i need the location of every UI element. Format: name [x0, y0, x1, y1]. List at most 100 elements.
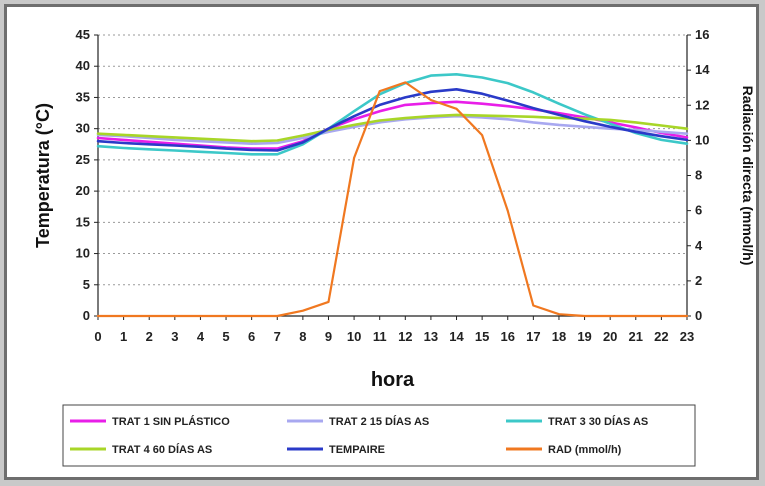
- x-tick-label: 9: [325, 329, 332, 344]
- data-point: [456, 88, 458, 90]
- data-point: [660, 315, 662, 317]
- data-point: [635, 127, 637, 129]
- y-tick-label: 35: [76, 89, 90, 104]
- data-point: [276, 142, 278, 144]
- y-tick-label: 10: [76, 246, 90, 261]
- data-point: [635, 131, 637, 133]
- data-point: [660, 135, 662, 137]
- x-tick-label: 13: [424, 329, 438, 344]
- data-point: [174, 137, 176, 139]
- x-tick-label: 16: [501, 329, 515, 344]
- y2-tick-label: 14: [695, 62, 710, 77]
- data-point: [609, 123, 611, 125]
- legend-label: TEMPAIRE: [329, 444, 385, 456]
- data-point: [302, 135, 304, 137]
- data-point: [507, 118, 509, 120]
- x-tick-label: 20: [603, 329, 617, 344]
- data-point: [404, 104, 406, 106]
- y-tick-label: 0: [83, 308, 90, 323]
- data-point: [456, 73, 458, 75]
- x-tick-label: 19: [577, 329, 591, 344]
- x-tick-label: 4: [197, 329, 205, 344]
- data-point: [148, 135, 150, 137]
- data-point: [379, 104, 381, 106]
- data-point: [251, 315, 253, 317]
- data-point: [584, 113, 586, 115]
- data-point: [456, 101, 458, 103]
- data-point: [686, 139, 688, 141]
- data-point: [200, 140, 202, 142]
- data-point: [379, 110, 381, 112]
- data-point: [353, 157, 355, 159]
- series-layer: [97, 73, 688, 316]
- legend-label: TRAT 2 15 DÍAS AS: [329, 415, 429, 428]
- data-point: [532, 107, 534, 109]
- x-tick-label: 15: [475, 329, 489, 344]
- data-point: [353, 115, 355, 117]
- data-point: [225, 152, 227, 154]
- data-point: [200, 146, 202, 148]
- data-point: [97, 145, 99, 147]
- x-tick-label: 23: [680, 329, 694, 344]
- data-point: [353, 118, 355, 120]
- data-point: [251, 153, 253, 155]
- data-point: [635, 122, 637, 124]
- data-point: [200, 315, 202, 317]
- data-point: [302, 137, 304, 139]
- data-point: [404, 97, 406, 99]
- data-point: [225, 142, 227, 144]
- data-point: [97, 140, 99, 142]
- data-point: [148, 141, 150, 143]
- data-point: [430, 102, 432, 104]
- data-point: [558, 124, 560, 126]
- data-point: [276, 150, 278, 152]
- y-tick-label: 15: [76, 214, 90, 229]
- data-point: [123, 147, 125, 149]
- data-point: [123, 139, 125, 141]
- x-tick-label: 8: [299, 329, 306, 344]
- x-tick-label: 2: [146, 329, 153, 344]
- legend-label: TRAT 1 SIN PLÁSTICO: [112, 415, 230, 428]
- data-point: [532, 305, 534, 307]
- legend-label: TRAT 4 60 DÍAS AS: [112, 443, 212, 456]
- data-point: [686, 143, 688, 145]
- chart-frame: 0 5 10 15 20 25 30 35 40 45 0 2 4 6 8 10 12 14 16 0 1 2 3 4 5 6 7 8…: [4, 4, 759, 480]
- data-point: [353, 124, 355, 126]
- y2-axis-title: Radiación directa (mmol/h): [740, 86, 756, 266]
- data-point: [686, 315, 688, 317]
- data-point: [251, 140, 253, 142]
- data-point: [507, 100, 509, 102]
- data-point: [481, 93, 483, 95]
- y2-tick-label: 16: [695, 27, 709, 42]
- data-point: [276, 315, 278, 317]
- data-point: [584, 315, 586, 317]
- x-tick-label: 5: [222, 329, 229, 344]
- data-point: [404, 82, 406, 84]
- y2-tick-label: 6: [695, 203, 702, 218]
- x-tick-label: 21: [629, 329, 643, 344]
- data-point: [123, 315, 125, 317]
- data-point: [148, 315, 150, 317]
- data-point: [584, 118, 586, 120]
- x-tick-label: 7: [274, 329, 281, 344]
- y-tick-label: 30: [76, 121, 90, 136]
- y2-tick-label: 0: [695, 308, 702, 323]
- x-tick-label: 6: [248, 329, 255, 344]
- data-point: [123, 134, 125, 136]
- data-point: [558, 103, 560, 105]
- data-point: [481, 115, 483, 117]
- y2-tick-label: 4: [695, 238, 703, 253]
- x-tick-label: 1: [120, 329, 127, 344]
- data-point: [276, 140, 278, 142]
- data-point: [302, 142, 304, 144]
- data-point: [507, 115, 509, 117]
- data-point: [507, 210, 509, 212]
- data-point: [558, 117, 560, 119]
- y2-tick-label: 8: [695, 168, 702, 183]
- data-point: [404, 117, 406, 119]
- data-point: [430, 75, 432, 77]
- x-tick-label: 18: [552, 329, 566, 344]
- data-point: [609, 315, 611, 317]
- data-point: [609, 126, 611, 128]
